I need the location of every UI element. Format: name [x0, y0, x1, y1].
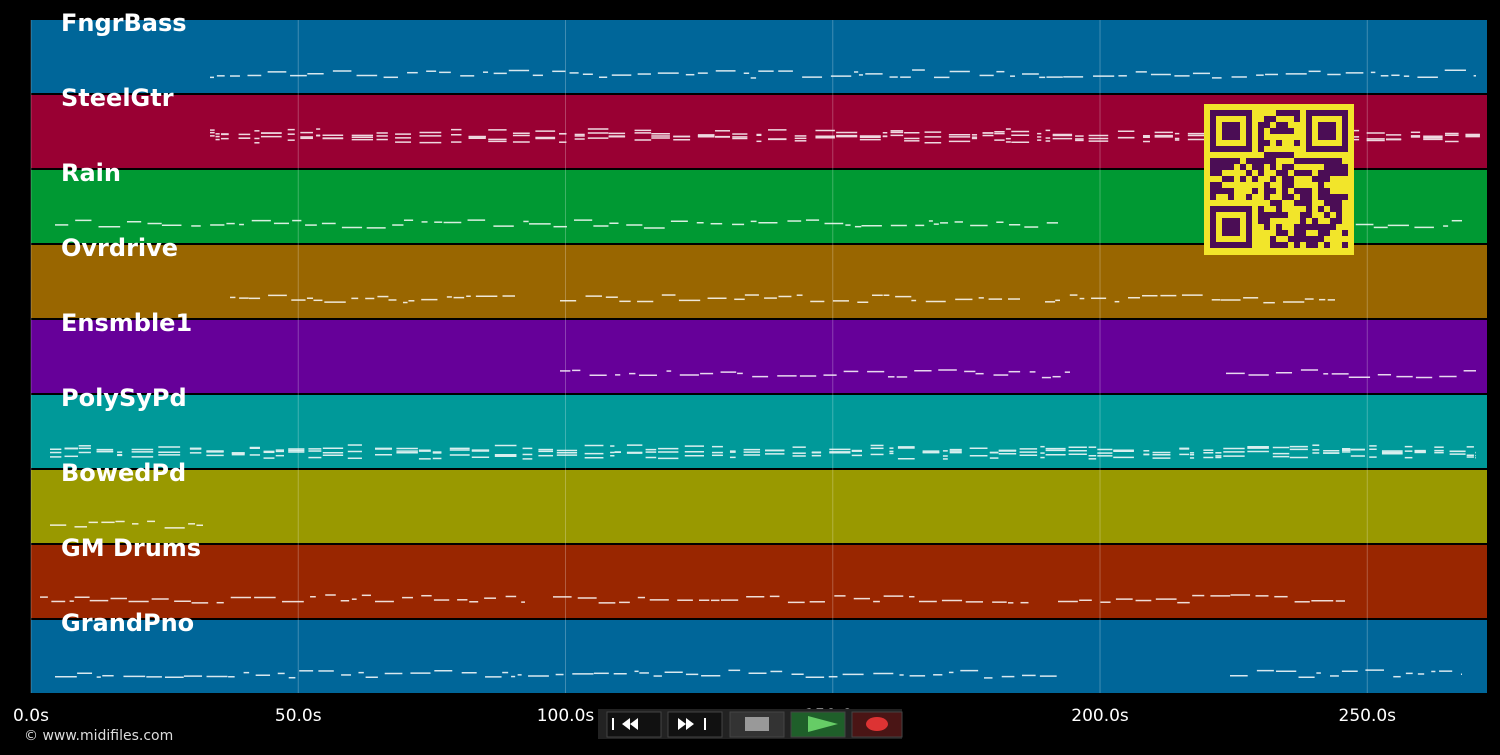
- track-lane: [31, 395, 1487, 468]
- track-name: PolySyPd: [61, 384, 187, 412]
- play-button[interactable]: [790, 711, 846, 738]
- track-area: FngrBass SteelGtr Rain Ovrdrive Ensmble1 Poly…: [31, 9, 1487, 693]
- track-lane: [31, 245, 1487, 318]
- notes: [55, 219, 1462, 229]
- track-name: FngrBass: [61, 9, 187, 37]
- tick-label: 250.0s: [1339, 706, 1397, 726]
- track-lane: [31, 545, 1487, 618]
- toolbar: [598, 709, 903, 739]
- copyright: © www.midifiles.com: [24, 728, 173, 744]
- track-name: GM Drums: [61, 534, 201, 562]
- track-lane: [31, 620, 1487, 693]
- tick-label: 100.0s: [537, 706, 595, 726]
- notes: [210, 69, 1476, 79]
- track-name: SteelGtr: [61, 84, 174, 112]
- notes: [560, 369, 1476, 379]
- notes: [50, 520, 203, 529]
- track-name: GrandPno: [61, 609, 194, 637]
- rewind-button[interactable]: [606, 711, 662, 738]
- track-name: Rain: [61, 159, 121, 187]
- record-button[interactable]: [851, 711, 903, 738]
- qr-code: [1204, 104, 1354, 255]
- tick-label: 200.0s: [1071, 706, 1129, 726]
- track-name: BowedPd: [61, 459, 186, 487]
- track-lane: [31, 20, 1487, 93]
- tick-label: 0.0s: [13, 706, 49, 726]
- notes: [55, 669, 1462, 679]
- track-lane: [31, 470, 1487, 543]
- forward-button[interactable]: [667, 711, 723, 738]
- notes: [50, 444, 1476, 460]
- stop-button[interactable]: [729, 711, 785, 738]
- tick-label: 50.0s: [275, 706, 322, 726]
- notes: [40, 594, 1345, 604]
- notes: [230, 294, 1335, 304]
- track-lane: [31, 320, 1487, 393]
- track-name: Ensmble1: [61, 309, 192, 337]
- track-name: Ovrdrive: [61, 234, 178, 262]
